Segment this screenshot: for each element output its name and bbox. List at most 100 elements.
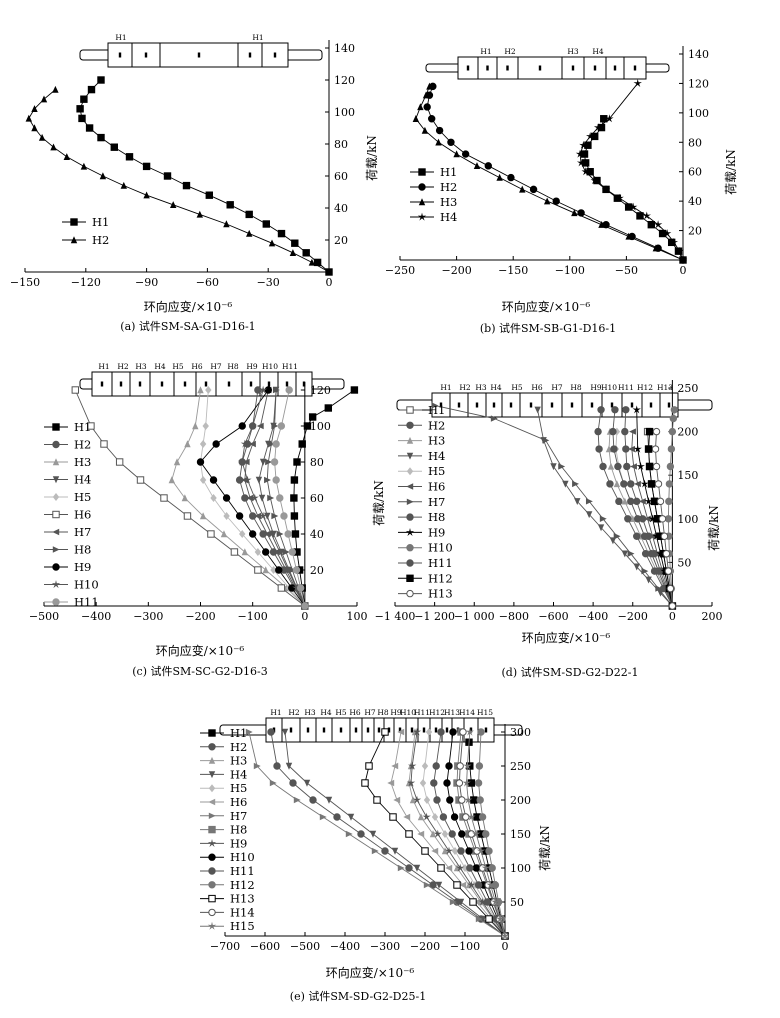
series-H12-point xyxy=(647,480,656,488)
series-H10-point xyxy=(267,529,276,538)
series-H11-point xyxy=(432,762,440,770)
series-H4-point xyxy=(579,140,588,149)
series-H3-point xyxy=(607,462,615,470)
series-H15-point xyxy=(462,778,471,787)
series-H15-point xyxy=(496,914,505,923)
y-tick-label: 250 xyxy=(677,382,698,395)
gauge-label: H2 xyxy=(504,47,516,56)
chart-b-pipe-schematic: H1 H2 H3 H4 xyxy=(425,47,670,80)
series-H2-point xyxy=(423,103,431,111)
x-tick-label: −1 000 xyxy=(454,610,495,623)
legend-marker xyxy=(208,784,216,793)
series-H8-point xyxy=(634,515,642,523)
chart-a: H1 H1 −150 −120 −90 −60 −30 0 20 40 60 80 100 120 140… xyxy=(10,33,379,333)
series-H2-point xyxy=(507,173,515,182)
series-H5-point xyxy=(199,476,207,484)
series-H13-point xyxy=(652,462,661,471)
series-H2-point xyxy=(80,162,88,170)
series-H12-point xyxy=(488,864,496,872)
series-H9-point xyxy=(238,422,246,430)
series-H3-point xyxy=(417,103,424,111)
series-H10-point xyxy=(458,830,466,838)
series-H10-point xyxy=(238,457,247,466)
series-H11-point xyxy=(594,427,602,436)
y-tick-label: 80 xyxy=(688,136,702,149)
legend-label: H7 xyxy=(428,495,445,509)
gauge-label: H1 xyxy=(252,33,263,42)
strain-gauge xyxy=(630,402,634,408)
series-H6-point xyxy=(648,533,656,540)
series-H2-point xyxy=(246,229,253,237)
chart-d-plot: −1 400−1 200−1 000 −800 −600 −400 −200 0 200 50… xyxy=(375,380,723,623)
series-H11-point xyxy=(301,602,309,610)
legend-marker xyxy=(52,493,60,501)
series-H8-point xyxy=(614,462,622,471)
strain-gauge xyxy=(302,381,306,387)
series-H3-point xyxy=(173,458,181,466)
series-H2-point xyxy=(529,185,538,194)
gauge-label: H4 xyxy=(320,708,332,717)
series-H2-point xyxy=(622,445,630,453)
series-H4-point xyxy=(633,79,642,87)
y-tick-label: 60 xyxy=(334,170,348,183)
strain-gauge xyxy=(100,381,104,387)
series-H11-point xyxy=(276,494,284,502)
series-H10-point xyxy=(258,385,268,394)
series-H2-point xyxy=(63,153,70,160)
legend-marker xyxy=(52,546,60,553)
series-H8-point xyxy=(282,548,290,556)
series-H12-point xyxy=(650,497,659,506)
series-H11-point xyxy=(280,512,288,520)
series-H5-point xyxy=(419,779,427,787)
strain-gauge xyxy=(649,402,653,408)
y-tick-label: 100 xyxy=(510,862,531,875)
series-H7-point xyxy=(449,898,457,906)
series-H9-point xyxy=(196,458,205,466)
series-H9-point xyxy=(644,497,653,505)
series-H3-point xyxy=(652,244,660,252)
series-H9-point xyxy=(636,462,645,470)
series-H1-point xyxy=(293,458,301,466)
strain-gauge xyxy=(119,381,123,387)
legend-label: H13 xyxy=(230,892,255,906)
chart-b-plot: −250 −200 −150 −100 −50 0 20 40 60 80 100 120 140 xyxy=(385,46,709,277)
gauge-label: H12 xyxy=(637,383,653,392)
series-H10-point xyxy=(665,497,673,506)
series-H13-point xyxy=(652,427,661,436)
legend-label: H3 xyxy=(230,754,247,768)
legend-label: H12 xyxy=(428,571,453,585)
series-H1-point xyxy=(87,85,96,94)
gauge-label: H13 xyxy=(444,708,460,717)
legend-label: H1 xyxy=(428,403,445,417)
series-H4-point xyxy=(391,847,399,855)
series-H4-point xyxy=(574,498,581,506)
series-H13-point xyxy=(654,480,663,488)
legend-marker xyxy=(52,563,60,571)
series-H9-point xyxy=(478,897,487,906)
gauge-label: H4 xyxy=(154,362,166,371)
series-H12-point xyxy=(476,796,484,804)
x-tick-label: −800 xyxy=(499,610,529,623)
series-H1-point xyxy=(205,191,214,199)
x-tick-label: −200 xyxy=(185,610,215,623)
series-H1-point xyxy=(291,530,300,538)
series-H11-point xyxy=(615,497,623,506)
series-H13-point xyxy=(662,549,671,558)
series-H2-point xyxy=(427,115,436,123)
series-H1-point xyxy=(290,476,299,484)
series-H6-point xyxy=(230,548,239,556)
series-H13-point xyxy=(389,813,397,821)
series-H5-point xyxy=(613,427,621,436)
series-H7-point xyxy=(397,864,405,872)
y-tick-label: 100 xyxy=(334,106,355,119)
series-H2-point xyxy=(40,95,48,103)
series-H13-point xyxy=(365,762,373,770)
series-H12-point xyxy=(475,762,484,770)
series-H7-point xyxy=(475,915,483,923)
series-H4-point xyxy=(369,830,377,838)
strain-gauge xyxy=(550,402,554,408)
series-H4-point xyxy=(281,728,289,736)
x-tick-label: −50 xyxy=(615,264,638,277)
